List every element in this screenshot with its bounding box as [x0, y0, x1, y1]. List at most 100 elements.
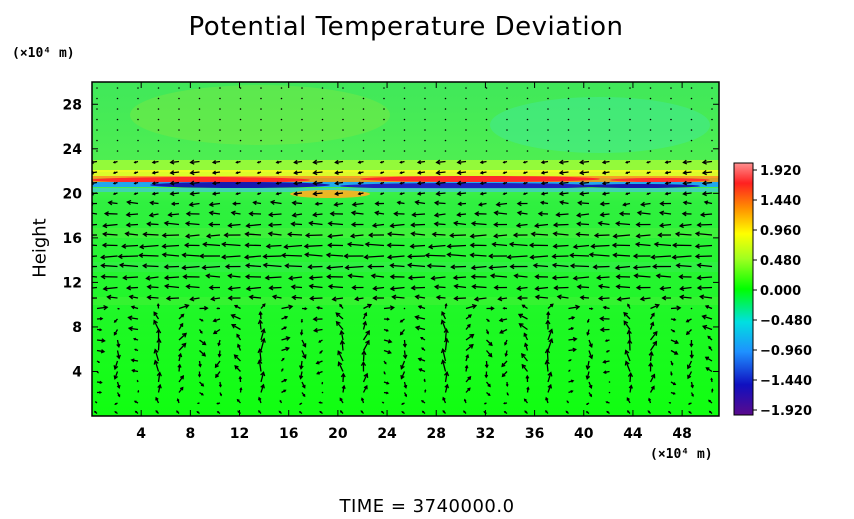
velocity-arrow: [362, 351, 365, 362]
velocity-arrowhead: [570, 327, 575, 331]
velocity-arrow: [309, 276, 323, 279]
vector-dot: [260, 150, 262, 152]
velocity-arrow: [199, 350, 206, 357]
vector-dot: [403, 118, 406, 121]
vector-dot: [608, 108, 611, 110]
velocity-arrow: [215, 360, 221, 368]
velocity-arrow: [517, 211, 528, 215]
vector-dot: [485, 150, 488, 152]
vector-dot: [506, 118, 508, 121]
velocity-arrowhead: [260, 383, 265, 389]
velocity-arrowhead: [362, 320, 368, 326]
velocity-arrow: [649, 341, 657, 351]
velocity-arrow: [118, 255, 139, 258]
velocity-arrow: [450, 234, 467, 237]
velocity-arrowhead: [615, 284, 621, 290]
velocity-arrowhead: [339, 339, 345, 345]
velocity-arrowhead: [101, 242, 107, 248]
velocity-arrowhead: [516, 210, 522, 216]
velocity-arrow: [231, 324, 241, 331]
vector-dot: [567, 108, 570, 110]
velocity-arrowhead: [267, 222, 273, 228]
velocity-arrowhead: [300, 320, 304, 324]
vector-dot: [96, 108, 98, 110]
velocity-arrow: [92, 160, 98, 163]
vector-dot: [547, 118, 549, 121]
velocity-arrowhead: [682, 180, 688, 186]
velocity-arrow: [571, 265, 590, 268]
velocity-arrow: [600, 213, 610, 216]
velocity-arrow: [345, 265, 364, 269]
vector-dot: [178, 87, 180, 89]
vector-dot: [649, 139, 652, 142]
velocity-arrowhead: [365, 339, 370, 345]
velocity-arrowhead: [177, 363, 182, 368]
velocity-arrowhead: [687, 374, 692, 380]
velocity-arrowhead: [149, 200, 155, 206]
velocity-arrowhead: [452, 220, 459, 227]
velocity-arrow: [570, 254, 590, 257]
velocity-arrowhead: [124, 231, 130, 237]
velocity-arrowhead: [533, 222, 540, 229]
velocity-arrowhead: [516, 285, 522, 291]
x-axis-ticks: 4 8 12 16 20 24 28 32 36 40 44 48: [136, 82, 692, 442]
velocity-arrowhead: [471, 303, 478, 309]
colorbar-tick-label: 0.960: [760, 224, 801, 239]
velocity-arrow: [336, 321, 344, 330]
velocity-arrowhead: [235, 171, 239, 175]
velocity-arrowhead: [113, 365, 119, 371]
velocity-arrow: [147, 286, 159, 289]
velocity-arrowhead: [288, 304, 294, 310]
velocity-arrowhead: [130, 305, 135, 310]
velocity-arrow: [637, 211, 651, 215]
velocity-arrowhead: [521, 363, 527, 369]
velocity-arrowhead: [208, 210, 214, 216]
velocity-arrowhead: [385, 391, 390, 395]
vector-dot: [116, 97, 119, 100]
velocity-arrowhead: [696, 285, 702, 291]
velocity-arrow: [164, 222, 180, 226]
velocity-arrowhead: [701, 191, 707, 197]
velocity-arrowhead: [219, 393, 222, 397]
velocity-arrowhead: [679, 294, 685, 300]
velocity-arrowhead: [652, 340, 658, 346]
velocity-arrow: [408, 276, 426, 279]
velocity-arrowhead: [506, 393, 509, 396]
velocity-arrowhead: [233, 354, 239, 359]
velocity-arrow: [431, 276, 446, 280]
velocity-arrowhead: [243, 254, 250, 260]
velocity-arrowhead: [488, 341, 493, 347]
velocity-arrow: [696, 232, 713, 236]
velocity-arrow: [157, 384, 161, 393]
velocity-arrow: [660, 212, 672, 215]
vector-dot: [198, 108, 201, 110]
velocity-arrowhead: [588, 384, 593, 389]
vector-dot: [280, 87, 283, 89]
vector-dot: [547, 129, 549, 131]
velocity-arrowhead: [407, 275, 413, 281]
vector-dot: [301, 118, 303, 121]
velocity-arrow: [613, 254, 631, 257]
velocity-arrowhead: [442, 396, 446, 401]
vector-dot: [321, 108, 324, 110]
velocity-arrowhead: [508, 241, 515, 248]
velocity-arrowhead: [650, 254, 656, 260]
velocity-arrow: [633, 265, 651, 269]
velocity-arrowhead: [501, 373, 506, 378]
velocity-arrow: [332, 297, 344, 301]
velocity-arrowhead: [497, 296, 503, 302]
velocity-arrow: [531, 233, 549, 236]
vector-dot: [137, 118, 139, 121]
velocity-arrow: [103, 233, 118, 236]
velocity-arrow: [454, 297, 467, 300]
vector-dot: [608, 391, 611, 394]
velocity-arrowhead: [410, 222, 416, 228]
velocity-arrow: [535, 286, 549, 290]
velocity-arrowhead: [547, 371, 553, 377]
velocity-arrowhead: [211, 170, 217, 175]
velocity-arrow: [697, 276, 713, 279]
velocity-arrow: [702, 181, 713, 185]
velocity-arrowhead: [688, 411, 691, 414]
x-tick-label: 8: [185, 426, 195, 442]
velocity-arrowhead: [417, 305, 422, 310]
